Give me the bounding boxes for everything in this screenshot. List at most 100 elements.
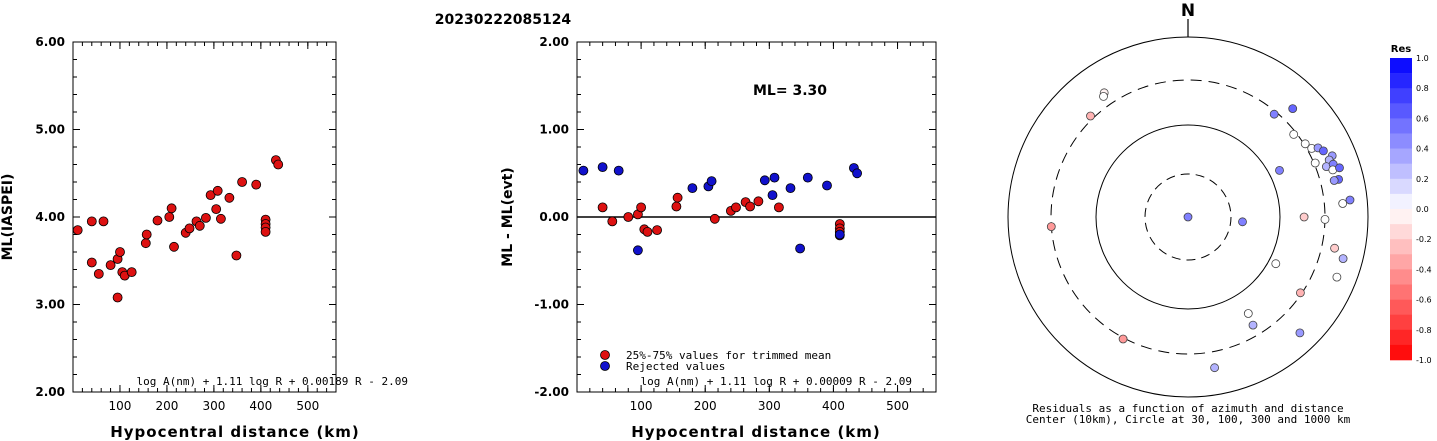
colorbar-cell [1390,193,1412,210]
data-point [767,190,778,201]
colorbar-tick-label: 0.6 [1416,114,1429,123]
circle-100km [1095,124,1281,310]
data-point [200,212,211,223]
data-point [852,168,862,179]
data-point [93,268,104,279]
residual-point [1320,214,1330,224]
data-point [212,185,223,196]
colorbar-cell [1390,133,1412,149]
data-point [86,216,97,227]
colorbar-tick-label: -1.0 [1416,356,1432,365]
data-point [105,260,116,271]
data-point [164,212,175,222]
formula-text: log A(nm) + 1.11 log R + 0.00009 R - 2.0… [640,375,912,388]
data-point [141,229,152,240]
x-tick-label: 500 [296,399,319,413]
colorbar-tick-label: 0.2 [1416,175,1429,184]
colorbar-cell [1390,254,1412,270]
data-point [140,238,151,249]
y-tick-label: 0.00 [539,210,569,224]
x-axis-label: Hypocentral distance (km) [631,423,881,441]
data-point [745,201,755,212]
x-tick-label: 100 [109,399,132,413]
data-point [613,165,624,176]
x-tick-label: 200 [155,399,178,413]
data-point [215,213,226,224]
data-point [636,202,646,213]
data-point [822,180,832,191]
data-point [231,250,242,261]
data-point [211,204,222,215]
data-point [169,241,179,252]
data-point [115,247,125,257]
y-tick-label: 2.00 [539,35,569,49]
x-tick-label: 400 [822,399,845,413]
x-tick-labels: 100 200 300 400 500 [630,399,909,413]
colorbar-labels: 1.0 0.8 0.6 0.4 0.2 0.0 -0.2 -0.4 -0.6 -0.8 -1.0 [1416,54,1432,365]
y-tick-label: 6.00 [35,35,65,49]
x-axis-label: Hypocentral distance (km) [110,423,360,441]
data-point [205,190,216,201]
colorbar-tick-label: -0.2 [1416,235,1432,244]
azimuth-residual-panel: N Residuals as a function of azimuth and… [1007,1,1369,426]
data-points [72,155,284,303]
ml-residual-panel: -2.00 -1.00 0.00 1.00 2.00 100 200 300 400 500 M… [500,35,937,441]
data-point [237,177,248,187]
data-points [578,162,862,256]
y-axis-label: ML(IASPEI) [0,174,16,261]
data-point [260,226,271,237]
residual-points [1046,88,1355,373]
y-axis-label: ML - ML(evt) [500,167,516,266]
colorbar-tick-label: 0.4 [1416,145,1429,154]
residual-point [1099,92,1108,101]
x-tick-label: 300 [202,399,225,413]
residual-point [1338,254,1348,264]
caption-line-2: Center (10km), Circle at 30, 100, 300 an… [1026,413,1351,426]
y-tick-label: 5.00 [35,123,65,137]
colorbar-cell [1390,178,1412,195]
data-point [607,216,618,227]
data-point [731,202,741,213]
data-point [597,202,608,213]
ml-value-label: ML= 3.30 [753,83,827,99]
residual-colorbar: Res 1.0 0.8 0.6 0.4 0.2 0.0 -0.2 -0.4 -0.6 -0.8 -1… [1390,44,1432,365]
data-point [706,176,717,187]
x-tick-label: 100 [630,399,653,413]
residual-point [1296,288,1305,298]
colorbar-cell [1390,148,1412,164]
data-point [642,226,653,237]
y-tick-label: 3.00 [35,298,65,312]
residual-point [1248,320,1258,330]
residual-point [1330,243,1339,253]
data-point [623,212,634,222]
data-point [86,257,97,268]
colorbar-cell [1390,58,1412,74]
legend: 25%-75% values for trimmed mean Rejected… [600,349,831,373]
data-point [672,192,683,203]
formula-text: log A(nm) + 1.11 log R + 0.00189 R - 2.0… [136,375,408,388]
y-tick-label: -2.00 [534,385,569,399]
caption-line-1: Residuals as a function of azimuth and d… [1032,402,1343,415]
data-point [152,215,163,226]
data-point [671,201,682,212]
y-tick-label: -1.00 [534,298,569,312]
residual-point [1310,158,1320,168]
residual-point [1299,212,1309,222]
data-point [795,243,805,254]
data-point [166,203,177,214]
colorbar-cell [1390,239,1412,255]
axis-ticks [577,41,936,393]
data-point [759,175,770,186]
data-point [72,225,83,236]
colorbar-title: Res [1391,44,1411,55]
residual-point [1300,139,1310,149]
data-point [251,179,262,190]
data-point [709,213,720,224]
legend-label-trimmed: 25%-75% values for trimmed mean [626,349,831,362]
data-point [194,220,205,231]
ml-vs-distance-panel: 2.00 3.00 4.00 5.00 6.00 100 200 300 400 500 ML(… [0,35,408,441]
colorbar-cells [1390,58,1412,361]
y-tick-label: 1.00 [539,123,569,137]
y-tick-labels: 2.00 3.00 4.00 5.00 6.00 [35,35,65,399]
